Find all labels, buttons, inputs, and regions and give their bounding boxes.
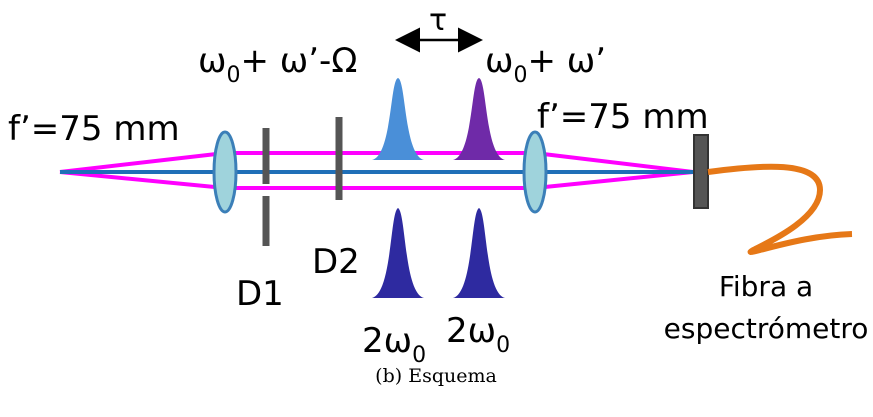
pulse (453, 208, 505, 298)
fiber (707, 163, 853, 255)
frequency-label: 2ω0 (362, 321, 426, 368)
text-part: 0 (496, 333, 510, 358)
text-part: ω (198, 41, 226, 81)
lens (522, 130, 548, 214)
fiber-holder (693, 134, 709, 209)
text-part: 2ω (362, 321, 412, 361)
fiber-label: Fibra a (719, 270, 813, 303)
delay-label: τ (429, 3, 447, 38)
text-part: 2ω (446, 311, 496, 351)
lens (212, 130, 238, 214)
frequency-label: ω0+ ω’ (485, 41, 606, 88)
text-part: 0 (513, 63, 527, 88)
lens-label: f’=75 mm (537, 97, 709, 137)
aperture-label: D1 (236, 274, 284, 314)
frequency-label: ω0+ ω’-Ω (198, 41, 357, 88)
text-part: ω (485, 41, 513, 81)
fiber-label: espectrómetro (664, 312, 869, 345)
text-part: 0 (412, 343, 426, 368)
pulse (372, 78, 424, 160)
text-part: + ω’-Ω (240, 41, 357, 81)
pulse (453, 78, 505, 160)
pulse (372, 208, 424, 298)
frequency-label: 2ω0 (446, 311, 510, 358)
aperture-label: D2 (312, 242, 360, 282)
text-part: + ω’ (527, 41, 606, 81)
text-part: 0 (226, 63, 240, 88)
lens-label: f’=75 mm (8, 109, 180, 149)
caption: (b) Esquema (375, 365, 497, 387)
